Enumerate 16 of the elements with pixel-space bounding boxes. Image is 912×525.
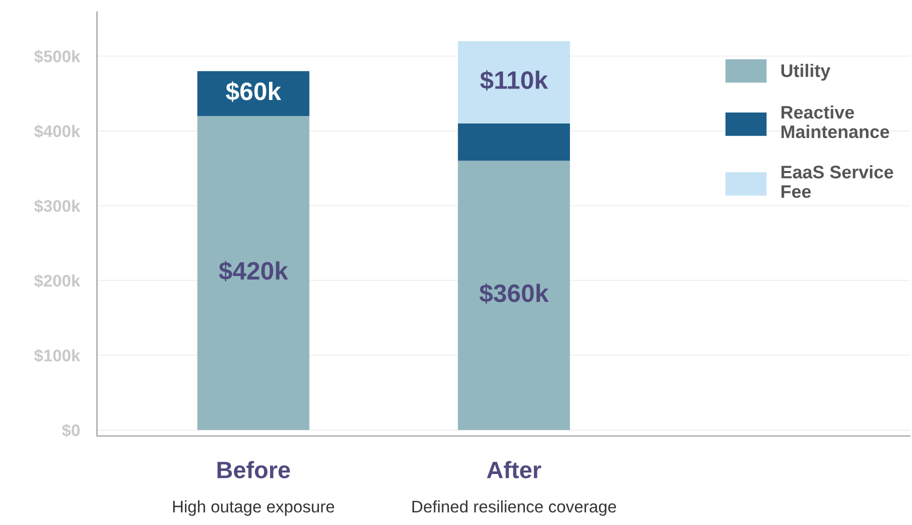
text: Defined resilience coverage — [412, 500, 616, 516]
data-label: $360k — [479, 283, 549, 304]
bar — [458, 41, 570, 124]
bar — [197, 116, 310, 430]
legend-label: EaaS Service Fee — [782, 165, 894, 198]
bar — [458, 123, 570, 161]
legend-label: Utility — [781, 64, 830, 81]
x-tick-label: Before — [218, 461, 290, 478]
bar — [197, 71, 310, 116]
data-label: $420k — [218, 260, 288, 282]
bar — [458, 160, 570, 430]
legend-label: Reactive Maintenance — [782, 105, 890, 138]
x-tick-label: After — [486, 461, 542, 478]
text: High outage exposure — [173, 500, 334, 516]
data-label: $110k — [480, 70, 548, 91]
data-label: $60k — [226, 81, 282, 102]
